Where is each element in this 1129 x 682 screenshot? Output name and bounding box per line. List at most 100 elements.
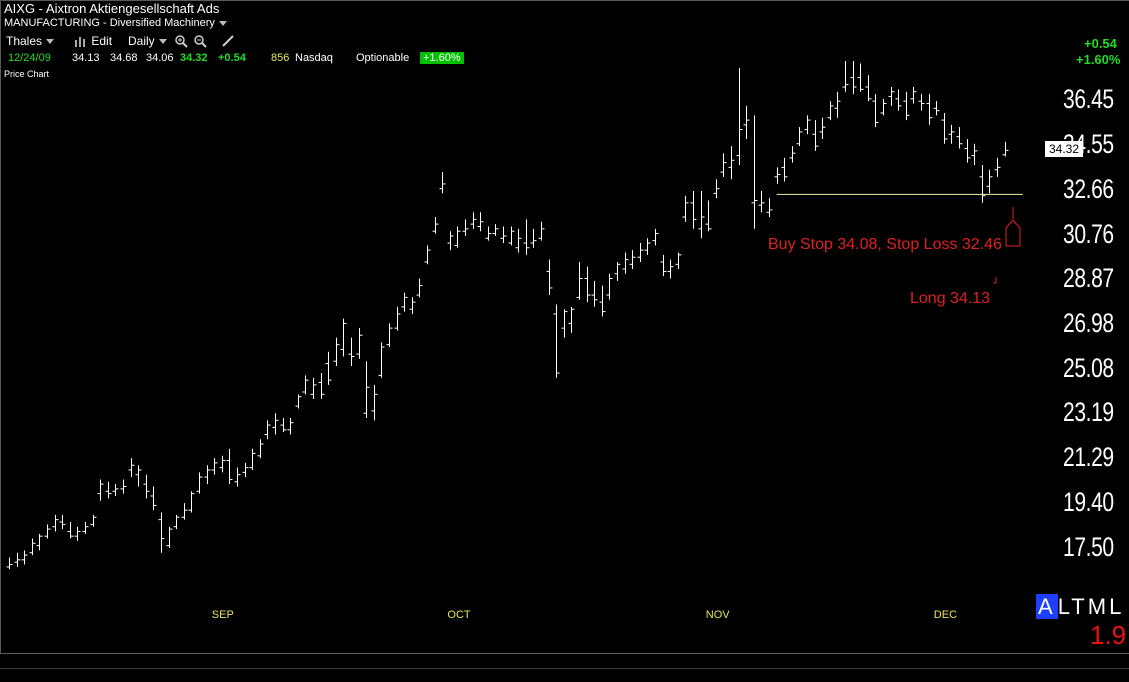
ohlc-bar xyxy=(280,417,287,433)
period-dropdown[interactable]: Daily xyxy=(128,34,167,48)
ohlc-bar xyxy=(242,462,249,478)
mode-option-t[interactable]: T xyxy=(1071,594,1088,619)
ohlc-bar xyxy=(462,219,469,236)
ohlc-bar xyxy=(333,337,340,366)
ohlc-bar xyxy=(264,420,271,440)
ohlc-bar xyxy=(743,105,750,140)
ohlc-bar xyxy=(918,94,925,111)
ohlc-bar xyxy=(257,439,264,459)
ohlc-bar xyxy=(713,179,720,199)
zoom-out-icon xyxy=(194,35,207,48)
ohlc-bar xyxy=(394,306,401,331)
y-tick-label: 19.40 xyxy=(1063,487,1114,518)
chevron-down-icon xyxy=(158,39,167,45)
mode-selector[interactable]: ALTML xyxy=(1036,594,1124,620)
ohlc-bar xyxy=(941,113,948,144)
buy-stop-annotation: Buy Stop 34.08, Stop Loss 32.46 xyxy=(768,236,1002,253)
y-tick-label: 23.19 xyxy=(1063,397,1114,428)
edit-label: Edit xyxy=(91,34,113,48)
ohlc-bar xyxy=(97,479,104,501)
ohlc-bar xyxy=(371,384,378,421)
layout-dropdown[interactable]: Thales xyxy=(6,34,55,48)
ohlc-bar xyxy=(796,127,803,147)
ohlc-bar xyxy=(44,524,51,539)
industry-dropdown[interactable]: MANUFACTURING - Diversified Machinery xyxy=(4,17,227,29)
zoom-in-button[interactable] xyxy=(174,34,188,53)
ohlc-bar xyxy=(667,259,674,279)
chart-frame-top xyxy=(0,0,1129,1)
quote-close: 34.32 xyxy=(180,52,208,64)
ohlc-bar xyxy=(682,195,689,222)
ohlc-bar xyxy=(485,226,492,241)
chevron-down-icon xyxy=(46,39,55,45)
ohlc-bar xyxy=(166,526,173,548)
ohlc-bar xyxy=(432,217,439,234)
ohlc-bar xyxy=(774,167,781,184)
period-label: Daily xyxy=(128,34,155,48)
panel-label: Price Chart xyxy=(4,69,50,79)
ohlc-bar xyxy=(409,297,416,314)
zoom-out-button[interactable] xyxy=(193,34,207,53)
chart-frame-bottom xyxy=(0,653,1129,654)
ohlc-bar xyxy=(59,514,66,530)
ohlc-bar xyxy=(979,165,986,203)
ohlc-bar xyxy=(219,455,226,473)
ohlc-bar xyxy=(82,521,89,534)
ohlc-bar xyxy=(546,259,553,296)
ohlc-bar xyxy=(295,394,302,409)
ohlc-bar xyxy=(105,481,112,499)
ohlc-bar xyxy=(903,91,910,121)
ohlc-bar xyxy=(812,120,819,151)
ohlc-bar xyxy=(416,278,423,298)
ohlc-bar xyxy=(530,228,537,248)
mode-option-m[interactable]: M xyxy=(1087,594,1110,619)
ohlc-bar xyxy=(196,472,203,494)
ohlc-bar xyxy=(120,479,127,494)
ohlc-bar xyxy=(644,238,651,255)
ohlc-bar xyxy=(728,146,735,180)
ohlc-bar xyxy=(591,280,598,307)
ohlc-bar xyxy=(850,60,857,95)
chart-frame-left xyxy=(0,0,1,653)
ohlc-bar xyxy=(690,191,697,229)
ohlc-bar xyxy=(660,254,667,277)
mode-option-a[interactable]: A xyxy=(1036,594,1058,619)
mode-option-l[interactable]: L xyxy=(1057,594,1072,619)
quote-change: +0.54 xyxy=(218,52,246,64)
ohlc-bar xyxy=(112,484,119,496)
quote-open: 34.13 xyxy=(72,52,100,64)
ohlc-bar xyxy=(568,306,575,333)
pencil-icon xyxy=(222,35,234,47)
ohlc-bar xyxy=(424,245,431,265)
ohlc-bar xyxy=(477,212,484,232)
ohlc-bar xyxy=(356,328,363,359)
ratio-value: 1.9 xyxy=(1090,620,1127,650)
ohlc-bar xyxy=(234,467,241,487)
edit-button[interactable]: Edit xyxy=(74,34,112,48)
ohlc-bar xyxy=(956,127,963,149)
draw-tool-button[interactable] xyxy=(221,34,235,53)
ohlc-bar xyxy=(21,550,28,565)
ohlc-bar xyxy=(287,417,294,435)
y-tick-label: 32.66 xyxy=(1063,173,1114,204)
ohlc-bar xyxy=(439,172,446,194)
ohlc-bar xyxy=(994,157,1001,177)
last-price-tag: 34.32 xyxy=(1045,141,1084,158)
ohlc-bar xyxy=(310,377,317,400)
y-tick-label: 28.87 xyxy=(1063,263,1114,294)
y-tick-label: 17.50 xyxy=(1063,532,1114,562)
ohlc-bar xyxy=(67,521,74,539)
quote-low: 34.06 xyxy=(146,52,174,64)
ohlc-bar xyxy=(804,115,811,135)
ohlc-bar xyxy=(447,231,454,251)
buy-stop-marker xyxy=(1005,219,1021,247)
ohlc-bar xyxy=(1002,141,1009,157)
mode-option-l2[interactable]: L xyxy=(1109,594,1125,619)
ohlc-bar xyxy=(204,465,211,485)
ohlc-bar xyxy=(705,200,712,232)
optionable-label: Optionable xyxy=(356,52,410,64)
ohlc-bar xyxy=(720,153,727,177)
ohlc-bar xyxy=(652,228,659,246)
ohlc-bar xyxy=(819,117,826,140)
